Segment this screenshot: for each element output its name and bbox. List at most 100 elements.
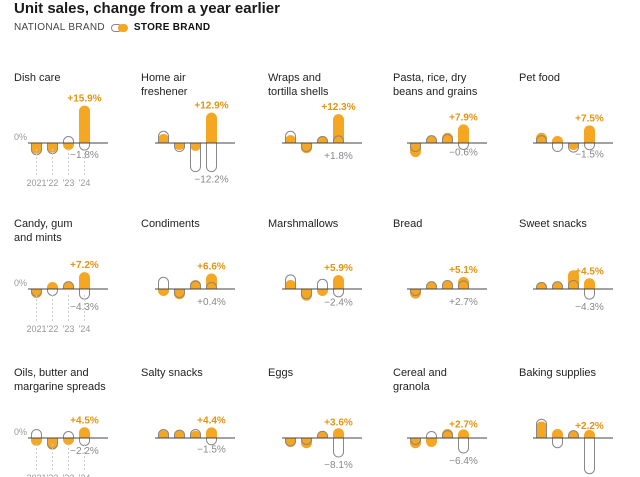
- store-bar: [47, 438, 59, 450]
- national-value-label: −8.1%: [324, 460, 353, 471]
- panel-1: Dish care +15.9% −1.8% 0% 2021'22 '23 '24: [14, 72, 108, 188]
- national-bar: [190, 280, 201, 290]
- national-bar: [426, 135, 437, 144]
- national-bar: [63, 431, 74, 439]
- national-bar: [206, 437, 217, 446]
- national-bar: [158, 429, 169, 439]
- year-tick-label: '24: [79, 473, 91, 477]
- national-bar: [333, 288, 344, 298]
- national-bar: [458, 280, 469, 290]
- store-bar: [285, 279, 296, 289]
- panel-13: Eggs +3.6% −8.1%: [268, 367, 362, 471]
- store-bar: [568, 143, 579, 150]
- store-bar: [536, 282, 547, 289]
- national-bar: [552, 142, 563, 152]
- panel-title: margarine spreads: [14, 381, 106, 393]
- store-bar: [31, 143, 42, 154]
- store-value-label: +4.5%: [575, 266, 604, 277]
- store-bar: [158, 133, 169, 143]
- national-bar: [552, 437, 563, 449]
- store-value-label: +5.9%: [324, 263, 353, 274]
- store-bar: [47, 282, 59, 289]
- store-bar: [333, 114, 344, 143]
- national-bar: [568, 142, 579, 153]
- national-bar: [458, 142, 469, 150]
- national-bar: [174, 429, 185, 439]
- panel-12: Salty snacks +4.4% −1.5%: [141, 367, 235, 456]
- legend: NATIONAL BRAND STORE BRAND: [14, 22, 210, 33]
- national-value-label: +2.7%: [449, 297, 478, 308]
- store-bar: [426, 136, 437, 143]
- store-value-label: +2.2%: [575, 421, 604, 432]
- store-bar: [190, 430, 201, 438]
- zero-axis-label: 0%: [14, 132, 27, 142]
- store-bar: [410, 289, 421, 299]
- national-bar: [190, 142, 201, 173]
- national-bar: [536, 282, 547, 290]
- store-bar: [174, 430, 185, 438]
- year-tick-label: 2021: [26, 473, 46, 477]
- panel-title: Wraps and: [268, 72, 321, 84]
- store-bar: [333, 428, 344, 438]
- national-bar: [410, 288, 421, 296]
- national-value-label: −1.5%: [575, 150, 604, 161]
- store-bar: [317, 431, 328, 438]
- national-bar: [190, 429, 201, 439]
- store-bar: [158, 430, 169, 438]
- national-bar: [442, 280, 453, 290]
- panel-title: freshener: [141, 86, 188, 98]
- panel-title: Pasta, rice, dry: [393, 72, 467, 84]
- national-bar: [410, 437, 421, 445]
- store-bar: [584, 429, 595, 438]
- year-tick-label: '24: [79, 178, 91, 188]
- year-tick-label: '23: [63, 178, 75, 188]
- national-bar: [568, 430, 579, 439]
- national-bar: [206, 282, 217, 290]
- store-bar: [584, 125, 595, 143]
- store-value-label: +6.6%: [197, 261, 226, 272]
- national-value-label: −1.8%: [70, 150, 99, 161]
- panel-title: Salty snacks: [141, 367, 203, 379]
- panel-title: tortilla shells: [268, 86, 329, 98]
- store-value-label: +7.2%: [70, 260, 99, 271]
- national-bar: [174, 142, 185, 152]
- store-value-label: +12.9%: [194, 101, 228, 112]
- legend-national-label: NATIONAL BRAND: [14, 22, 105, 33]
- panel-2: Home air freshener +12.9% −12.2%: [141, 72, 235, 186]
- year-tick-label: '24: [79, 324, 91, 334]
- year-tick-label: 2021: [26, 324, 46, 334]
- store-bar: [458, 277, 469, 289]
- panel-10: Sweet snacks +4.5% −4.3%: [519, 218, 613, 313]
- store-bar: [174, 143, 185, 150]
- national-bar: [301, 142, 312, 152]
- store-bar: [584, 278, 595, 289]
- national-value-label: −6.4%: [449, 456, 478, 467]
- national-bar: [47, 288, 58, 296]
- store-bar: [158, 289, 169, 296]
- panel-14: Cereal and granola +2.7% −6.4%: [393, 367, 487, 467]
- store-bar: [552, 428, 563, 438]
- store-bar: [285, 135, 296, 143]
- national-bar: [63, 281, 74, 290]
- national-bar: [333, 135, 344, 144]
- national-bar: [206, 142, 217, 173]
- national-value-label: −2.4%: [324, 298, 353, 309]
- national-bar: [442, 134, 453, 144]
- national-value-label: −4.3%: [575, 302, 604, 313]
- national-bar: [158, 130, 169, 144]
- panel-4: Pasta, rice, dry beans and grains +7.9% −0.…: [393, 72, 487, 158]
- national-bar: [317, 430, 328, 439]
- store-bar: [410, 438, 421, 449]
- store-bar: [31, 438, 42, 446]
- national-bar: [174, 288, 185, 298]
- national-bar: [301, 437, 312, 445]
- national-bar: [536, 418, 547, 439]
- store-bar: [79, 105, 90, 143]
- store-bar: [63, 438, 74, 446]
- year-tick-label: 2021: [26, 178, 46, 188]
- panel-title: Dish care: [14, 72, 60, 84]
- store-bar: [426, 281, 437, 289]
- panel-title: Eggs: [268, 367, 294, 379]
